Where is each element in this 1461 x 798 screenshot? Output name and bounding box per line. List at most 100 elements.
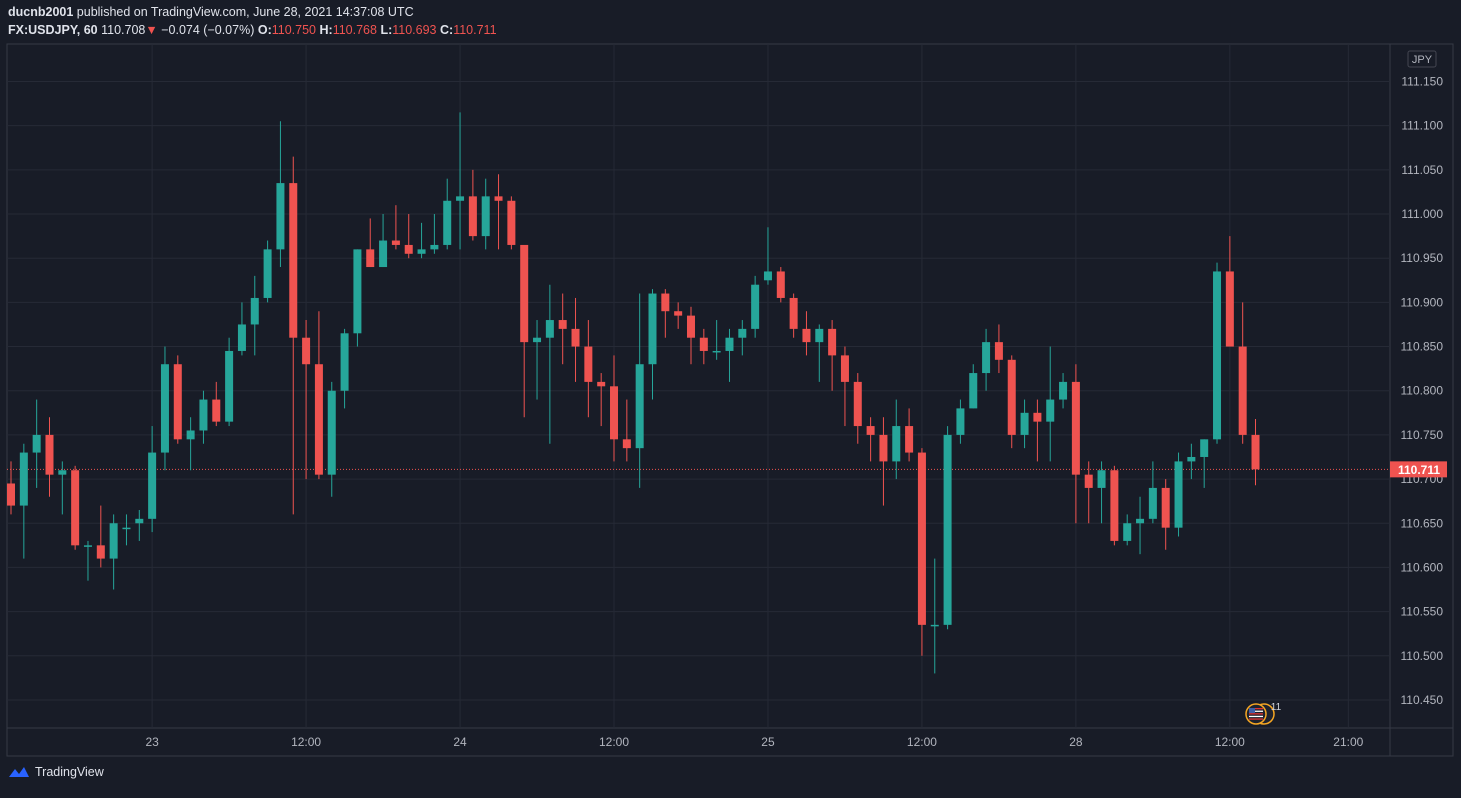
candle-body[interactable] bbox=[905, 426, 914, 453]
candle-body[interactable] bbox=[738, 328, 747, 338]
candle-body[interactable] bbox=[879, 434, 888, 462]
candle-body[interactable] bbox=[507, 200, 516, 245]
candle-body[interactable] bbox=[789, 297, 798, 329]
candle-body[interactable] bbox=[584, 346, 593, 382]
candle-body[interactable] bbox=[1020, 412, 1029, 435]
candle-body[interactable] bbox=[866, 426, 875, 435]
candle-body[interactable] bbox=[969, 373, 978, 409]
candle-body[interactable] bbox=[520, 244, 529, 343]
candle-body[interactable] bbox=[96, 545, 105, 559]
candle-body[interactable] bbox=[302, 337, 311, 365]
candle-body[interactable] bbox=[802, 328, 811, 343]
candle-body[interactable] bbox=[430, 244, 439, 250]
candle-body[interactable] bbox=[853, 381, 862, 427]
candle-body[interactable] bbox=[443, 200, 452, 245]
candle-body[interactable] bbox=[135, 518, 144, 524]
candle-body[interactable] bbox=[558, 320, 567, 329]
candle-body[interactable] bbox=[610, 386, 619, 440]
candle-body[interactable] bbox=[815, 328, 824, 343]
candle-body[interactable] bbox=[340, 333, 349, 391]
candle-body[interactable] bbox=[212, 399, 221, 422]
candle-body[interactable] bbox=[456, 196, 465, 201]
candle-body[interactable] bbox=[648, 293, 657, 365]
candle-body[interactable] bbox=[7, 483, 15, 506]
tradingview-brand[interactable]: TradingView bbox=[8, 765, 104, 779]
candle-body[interactable] bbox=[674, 311, 683, 316]
candle-body[interactable] bbox=[1174, 461, 1183, 528]
candle-body[interactable] bbox=[404, 244, 413, 254]
candle-body[interactable] bbox=[83, 545, 92, 547]
candle-body[interactable] bbox=[1046, 399, 1055, 422]
candle-body[interactable] bbox=[1225, 271, 1234, 347]
candle-body[interactable] bbox=[1084, 474, 1093, 488]
candle-body[interactable] bbox=[366, 249, 375, 268]
candle-body[interactable] bbox=[776, 271, 785, 298]
candle-body[interactable] bbox=[314, 364, 323, 475]
candle-body[interactable] bbox=[391, 240, 400, 245]
candle-body[interactable] bbox=[122, 527, 131, 530]
candle-body[interactable] bbox=[1123, 523, 1132, 541]
candle-body[interactable] bbox=[597, 381, 606, 387]
candle-body[interactable] bbox=[481, 196, 490, 237]
candle-body[interactable] bbox=[225, 350, 234, 422]
candle-body[interactable] bbox=[417, 249, 426, 254]
candle-body[interactable] bbox=[828, 328, 837, 356]
candle-body[interactable] bbox=[379, 240, 388, 268]
candle-body[interactable] bbox=[1213, 271, 1222, 440]
candle-body[interactable] bbox=[1161, 487, 1170, 528]
candle-body[interactable] bbox=[148, 452, 157, 519]
candle-body[interactable] bbox=[1200, 439, 1209, 457]
candle-body[interactable] bbox=[19, 452, 28, 506]
candle-body[interactable] bbox=[32, 434, 41, 453]
candle-body[interactable] bbox=[250, 297, 259, 325]
candle-body[interactable] bbox=[1007, 359, 1016, 435]
candle-body[interactable] bbox=[173, 364, 182, 440]
candle-body[interactable] bbox=[494, 196, 503, 201]
candle-body[interactable] bbox=[686, 315, 695, 338]
candle-body[interactable] bbox=[699, 337, 708, 351]
candle-body[interactable] bbox=[1251, 434, 1260, 470]
candle-body[interactable] bbox=[917, 452, 926, 625]
candle-body[interactable] bbox=[622, 439, 631, 449]
candle-body[interactable] bbox=[1136, 518, 1145, 524]
candle-body[interactable] bbox=[109, 523, 118, 559]
author-name[interactable]: ducnb2001 bbox=[8, 5, 74, 19]
candle-body[interactable] bbox=[327, 390, 336, 475]
candle-body[interactable] bbox=[186, 430, 195, 440]
candle-body[interactable] bbox=[956, 408, 965, 435]
candle-body[interactable] bbox=[160, 364, 169, 453]
candle-body[interactable] bbox=[45, 434, 54, 475]
candle-body[interactable] bbox=[199, 399, 208, 431]
candle-body[interactable] bbox=[237, 324, 246, 351]
candle-body[interactable] bbox=[1071, 381, 1080, 475]
candle-body[interactable] bbox=[276, 183, 285, 250]
candle-body[interactable] bbox=[635, 364, 644, 449]
candle-body[interactable] bbox=[468, 196, 477, 237]
candle-body[interactable] bbox=[892, 426, 901, 462]
candle-body[interactable] bbox=[840, 355, 849, 382]
candle-body[interactable] bbox=[1187, 456, 1196, 462]
candle-body[interactable] bbox=[943, 434, 952, 625]
candle-body[interactable] bbox=[725, 337, 734, 351]
candle-body[interactable] bbox=[661, 293, 670, 312]
candle-body[interactable] bbox=[1110, 470, 1119, 541]
candle-body[interactable] bbox=[712, 350, 721, 353]
candle-body[interactable] bbox=[982, 342, 991, 374]
candle-body[interactable] bbox=[1033, 412, 1042, 422]
candle-body[interactable] bbox=[353, 249, 362, 334]
candle-body[interactable] bbox=[263, 249, 272, 298]
candle-body[interactable] bbox=[994, 342, 1003, 360]
candle-body[interactable] bbox=[71, 470, 80, 546]
candle-body[interactable] bbox=[571, 328, 580, 347]
candle-body[interactable] bbox=[930, 624, 939, 627]
candle-body[interactable] bbox=[58, 470, 67, 475]
candle-body[interactable] bbox=[763, 271, 772, 281]
symbol-label[interactable]: FX:USDJPY, 60 bbox=[8, 23, 98, 37]
candle-body[interactable] bbox=[289, 183, 298, 338]
candle-body[interactable] bbox=[751, 284, 760, 329]
candle-body[interactable] bbox=[1148, 487, 1157, 519]
candle-body[interactable] bbox=[1238, 346, 1247, 435]
candle-body[interactable] bbox=[1059, 381, 1068, 400]
